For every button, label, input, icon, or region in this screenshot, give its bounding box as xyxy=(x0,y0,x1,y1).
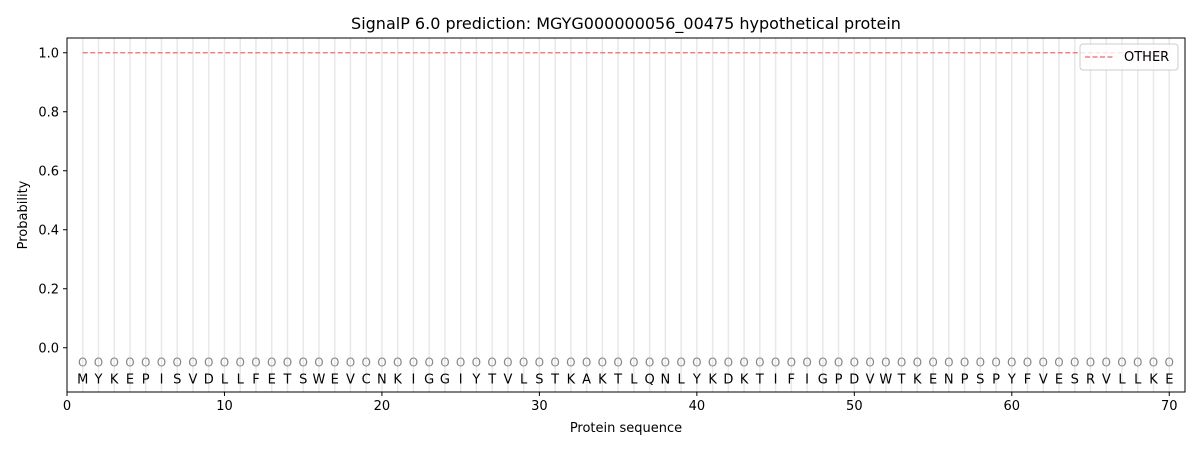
predicted-label-mark: O xyxy=(393,356,402,370)
legend: OTHER xyxy=(1079,43,1179,71)
predicted-label-mark: O xyxy=(314,356,323,370)
y-tick-label: 1.0 xyxy=(38,46,59,61)
predicted-label-mark: O xyxy=(991,356,1000,370)
predicted-label-mark: O xyxy=(456,356,465,370)
predicted-label-mark: O xyxy=(755,356,764,370)
predicted-label-mark: O xyxy=(928,356,937,370)
predicted-label-mark: O xyxy=(1054,356,1063,370)
x-tick-label: 50 xyxy=(846,399,863,414)
predicted-label-mark: O xyxy=(708,356,717,370)
predicted-label-mark: O xyxy=(881,356,890,370)
predicted-label-mark: O xyxy=(1102,356,1111,370)
predicted-label-mark: O xyxy=(440,356,449,370)
predicted-label-mark: O xyxy=(409,356,418,370)
predicted-label-mark: O xyxy=(724,356,733,370)
predicted-label-mark: O xyxy=(598,356,607,370)
x-tick-label: 20 xyxy=(374,399,391,414)
predicted-label-mark: O xyxy=(157,356,166,370)
predicted-label-mark: O xyxy=(550,356,559,370)
y-tick-label: 0.0 xyxy=(38,341,59,356)
predicted-label-mark: O xyxy=(613,356,622,370)
predicted-label-mark: O xyxy=(771,356,780,370)
predicted-label-mark: O xyxy=(850,356,859,370)
predicted-label-mark: O xyxy=(267,356,276,370)
predicted-label-mark: O xyxy=(1165,356,1174,370)
y-axis-label: Probability xyxy=(16,180,31,249)
x-tick-label: 40 xyxy=(689,399,706,414)
y-tick-label: 0.8 xyxy=(38,105,59,120)
predicted-label-mark: O xyxy=(802,356,811,370)
predicted-label-mark: O xyxy=(377,356,386,370)
predicted-label-mark: O xyxy=(1086,356,1095,370)
predicted-label-mark: O xyxy=(472,356,481,370)
predicted-label-mark: O xyxy=(535,356,544,370)
y-tick-label: 0.6 xyxy=(38,164,59,179)
predicted-label-mark: O xyxy=(629,356,638,370)
predicted-label-mark: O xyxy=(960,356,969,370)
predicted-label-mark: O xyxy=(1007,356,1016,370)
predicted-label-mark: O xyxy=(330,356,339,370)
predicted-label-mark: O xyxy=(582,356,591,370)
predicted-label-mark: O xyxy=(1149,356,1158,370)
predicted-label-mark: O xyxy=(220,356,229,370)
predicted-label-mark: O xyxy=(976,356,985,370)
plot-frame xyxy=(66,37,1186,393)
predicted-label-mark: O xyxy=(235,356,244,370)
x-tick-label: 10 xyxy=(216,399,233,414)
y-tick-label: 0.2 xyxy=(38,282,59,297)
predicted-label-mark: O xyxy=(141,356,150,370)
x-tick-label: 70 xyxy=(1161,399,1178,414)
y-tick-label: 0.4 xyxy=(38,223,59,238)
x-tick-label: 60 xyxy=(1004,399,1021,414)
predicted-label-mark: O xyxy=(1023,356,1032,370)
predicted-label-mark: O xyxy=(897,356,906,370)
predicted-label-mark: O xyxy=(818,356,827,370)
predicted-label-mark: O xyxy=(125,356,134,370)
legend-label-other: OTHER xyxy=(1124,50,1169,65)
predicted-label-mark: O xyxy=(661,356,670,370)
predicted-label-mark: O xyxy=(1117,356,1126,370)
predicted-label-mark: O xyxy=(487,356,496,370)
residue-sequence: MYKEPISVDLLFETSWEVCNKIGGIYTVLSTKAKTLQNLY… xyxy=(77,372,1173,387)
predicted-label-mark: O xyxy=(692,356,701,370)
predicted-label-mark: O xyxy=(110,356,119,370)
chart-title: SignalP 6.0 prediction: MGYG000000056_00… xyxy=(351,14,901,34)
predicted-label-mark: O xyxy=(944,356,953,370)
x-axis-label: Protein sequence xyxy=(570,421,682,436)
x-tick-label: 0 xyxy=(63,399,71,414)
predicted-label-mark: O xyxy=(94,356,103,370)
predicted-label-mark: O xyxy=(1070,356,1079,370)
predicted-label-mark: O xyxy=(424,356,433,370)
predicted-label-mark: O xyxy=(346,356,355,370)
predicted-label-mark: O xyxy=(361,356,370,370)
predicted-label-mark: O xyxy=(787,356,796,370)
predicted-label-mark: O xyxy=(865,356,874,370)
predicted-label-mark: O xyxy=(172,356,181,370)
predicted-label-mark: O xyxy=(503,356,512,370)
predicted-label-mark: O xyxy=(566,356,575,370)
predicted-label-mark: O xyxy=(739,356,748,370)
x-tick-label: 30 xyxy=(531,399,548,414)
predicted-label-mark: O xyxy=(188,356,197,370)
predicted-label-mark: O xyxy=(1039,356,1048,370)
predicted-label-mark: O xyxy=(78,356,87,370)
predicted-label-mark: O xyxy=(1133,356,1142,370)
predicted-label-mark: O xyxy=(834,356,843,370)
predicted-label-mark: O xyxy=(283,356,292,370)
predicted-label-mark: O xyxy=(251,356,260,370)
predicted-label-mark: O xyxy=(645,356,654,370)
predicted-label-mark: O xyxy=(204,356,213,370)
predicted-label-mark: O xyxy=(298,356,307,370)
predicted-label-mark: O xyxy=(913,356,922,370)
predicted-label-mark: O xyxy=(676,356,685,370)
predicted-label-mark: O xyxy=(519,356,528,370)
